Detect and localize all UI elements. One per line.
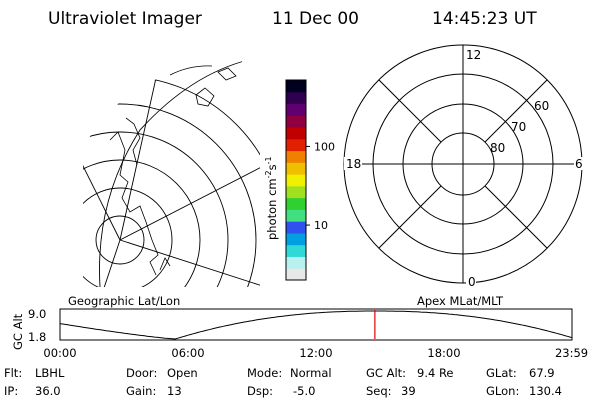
polar-diagonal bbox=[378, 79, 442, 143]
glat-label: GLat: bbox=[486, 366, 517, 380]
mlt-12-label: 12 bbox=[466, 48, 481, 62]
polar-plot bbox=[343, 44, 583, 284]
ip-value: 36.0 bbox=[35, 384, 61, 398]
color-bar-cell bbox=[286, 244, 306, 257]
color-bar: 100 10 photon cm-2s-1 bbox=[264, 79, 335, 281]
polar-labels: 12 18 6 0 60 70 80 bbox=[344, 48, 584, 289]
time-label: 14:45:23 UT bbox=[432, 9, 537, 29]
seq-value: 39 bbox=[401, 384, 416, 398]
lat-circle bbox=[95, 215, 145, 265]
color-bar-cell bbox=[286, 91, 306, 105]
altitude-xtick-label: 12:00 bbox=[299, 346, 332, 360]
coastline bbox=[217, 67, 237, 81]
color-bar-cell bbox=[286, 209, 306, 222]
color-bar-cell bbox=[286, 197, 306, 210]
flt-label: Flt: bbox=[4, 366, 22, 380]
coastline bbox=[109, 131, 159, 276]
color-bar-cell bbox=[286, 115, 306, 128]
ip-label: IP: bbox=[4, 384, 18, 398]
altitude-xtick-label: 06:00 bbox=[171, 346, 204, 360]
color-bar-tick-label: 10 bbox=[314, 219, 328, 232]
mlt-6-label: 6 bbox=[575, 157, 583, 171]
dsp-label: Dsp: bbox=[247, 384, 273, 398]
mlat-70-label: 70 bbox=[511, 120, 526, 134]
gain-value: 13 bbox=[167, 384, 182, 398]
altitude-ytick-top: 9.0 bbox=[28, 307, 46, 321]
polar-diagonal bbox=[484, 185, 548, 249]
lat-circle bbox=[83, 103, 257, 287]
polar-diagonal bbox=[484, 79, 548, 143]
altitude-xtick-label: 23:59 bbox=[555, 346, 588, 360]
color-bar-cell bbox=[286, 138, 306, 152]
color-bar-label: photon cm-2s-1 bbox=[264, 156, 279, 240]
meridian-line bbox=[119, 239, 260, 287]
door-value: Open bbox=[167, 366, 198, 380]
flt-value: LBHL bbox=[35, 366, 65, 380]
dsp-value: -5.0 bbox=[293, 384, 315, 398]
coastline bbox=[125, 117, 141, 166]
color-bar-frame bbox=[285, 79, 307, 281]
meridian-line bbox=[83, 119, 121, 241]
color-bar-tick-label: 100 bbox=[314, 140, 335, 153]
meridian-line bbox=[119, 59, 161, 241]
mlat-80-label: 80 bbox=[490, 141, 505, 155]
glat-value: 67.9 bbox=[529, 366, 555, 380]
gain-label: Gain: bbox=[126, 384, 156, 398]
status-panel: Flt: LBHL IP: 36.0 Door: Open Gain: 13 M… bbox=[4, 366, 562, 398]
color-bar-ticks: 100 10 bbox=[306, 140, 335, 232]
lat-circle bbox=[83, 159, 201, 287]
altitude-xtick-label: 00:00 bbox=[43, 346, 76, 360]
coastline bbox=[169, 65, 213, 76]
lat-circle bbox=[83, 131, 229, 287]
altitude-curve bbox=[59, 310, 573, 340]
altitude-ylabel: GC Alt bbox=[11, 313, 25, 350]
color-bar-cell bbox=[286, 162, 306, 175]
color-bar-cell bbox=[286, 80, 306, 93]
color-bar-cell bbox=[286, 150, 306, 163]
globe-limb bbox=[99, 59, 249, 287]
polar-plot-caption: Apex MLat/MLT bbox=[417, 294, 504, 308]
meridian-line bbox=[119, 159, 260, 241]
mlt-18-label: 18 bbox=[346, 157, 361, 171]
seq-label: Seq: bbox=[366, 384, 392, 398]
color-bar-cell bbox=[286, 232, 306, 246]
geo-map-caption: Geographic Lat/Lon bbox=[68, 294, 180, 308]
color-bar-cell bbox=[286, 185, 306, 199]
polar-diagonal bbox=[378, 185, 442, 249]
meridian-line bbox=[99, 239, 121, 287]
coastline bbox=[195, 87, 215, 107]
mode-value: Normal bbox=[290, 366, 332, 380]
gcalt-value: 9.4 Re bbox=[417, 366, 454, 380]
color-bar-cell bbox=[286, 174, 306, 187]
color-bar-cell bbox=[286, 127, 306, 140]
color-bar-cell bbox=[286, 103, 306, 116]
coastline bbox=[159, 257, 171, 271]
instrument-title: Ultraviolet Imager bbox=[48, 9, 202, 29]
color-bar-cell bbox=[286, 221, 306, 234]
mlat-60-label: 60 bbox=[534, 99, 549, 113]
color-bar-cell bbox=[286, 268, 306, 281]
altitude-strip-chart: GC Alt 9.0 1.8 00:00 06:00 12:00 18:00 23:59 bbox=[11, 307, 588, 360]
glon-label: GLon: bbox=[486, 384, 519, 398]
date-label: 11 Dec 00 bbox=[272, 9, 359, 29]
lat-circle bbox=[83, 187, 173, 287]
altitude-xtick-label: 18:00 bbox=[427, 346, 460, 360]
door-label: Door: bbox=[126, 366, 157, 380]
altitude-strip-frame bbox=[59, 308, 573, 341]
glon-value: 130.4 bbox=[529, 384, 562, 398]
color-bar-cell bbox=[286, 256, 306, 269]
mlt-0-label: 0 bbox=[468, 275, 476, 289]
gcalt-label: GC Alt: bbox=[366, 366, 406, 380]
altitude-ytick-bottom: 1.8 bbox=[28, 330, 46, 344]
color-bar-cells bbox=[286, 80, 306, 281]
mode-label: Mode: bbox=[247, 366, 282, 380]
altitude-xticks: 00:00 06:00 12:00 18:00 23:59 bbox=[43, 346, 588, 360]
